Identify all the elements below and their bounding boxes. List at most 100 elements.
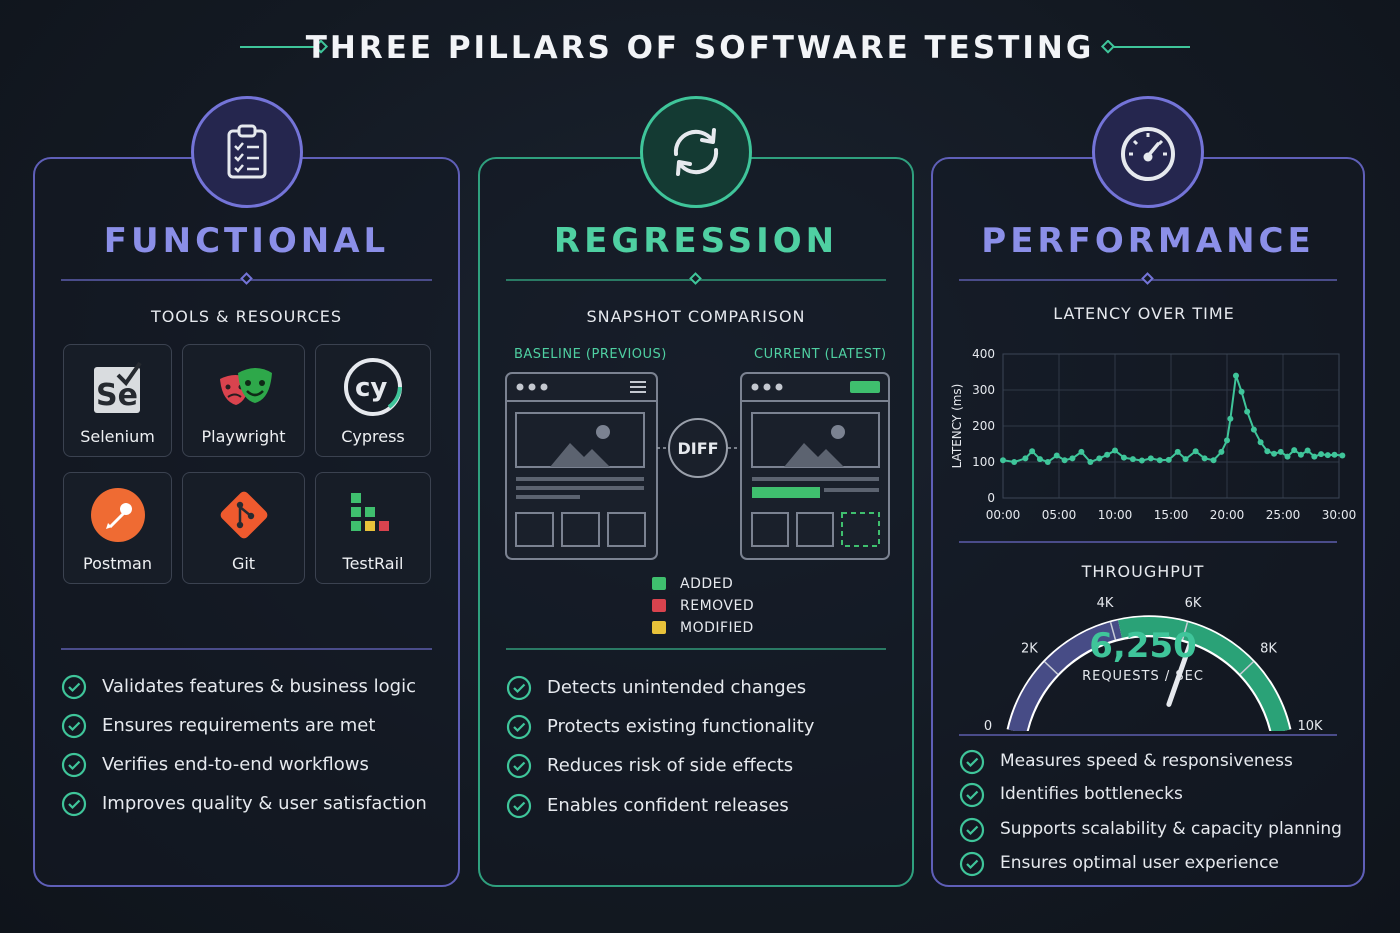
svg-text:Se: Se xyxy=(96,378,138,413)
tool-label: Git xyxy=(231,554,256,573)
gauge-tick xyxy=(1239,661,1254,675)
testrail-icon xyxy=(351,493,389,531)
data-point xyxy=(1069,455,1076,462)
refresh-cycle-icon xyxy=(640,96,752,208)
data-point xyxy=(1000,457,1006,464)
current-window xyxy=(740,372,890,560)
baseline-label: BASELINE (PREVIOUS) xyxy=(514,347,667,362)
tool-card-git[interactable]: Git xyxy=(182,472,305,584)
snapshot-subhead: SNAPSHOT COMPARISON xyxy=(586,307,806,326)
data-point xyxy=(1061,457,1068,464)
y-tick-label: 100 xyxy=(972,455,995,469)
data-point xyxy=(1291,447,1298,454)
regression-title: REGRESSION xyxy=(553,221,839,261)
data-point xyxy=(1250,426,1257,433)
check-circle-icon xyxy=(959,749,985,775)
data-point xyxy=(1311,453,1318,460)
y-tick-label: 300 xyxy=(972,383,995,397)
data-point xyxy=(1112,447,1118,454)
functional-title: FUNCTIONAL xyxy=(103,221,390,261)
gauge-tick-label: 10K xyxy=(1297,719,1323,731)
performance-title: PERFORMANCE xyxy=(981,221,1315,261)
data-point xyxy=(1120,454,1127,461)
tool-label: Postman xyxy=(82,554,152,573)
check-circle-icon xyxy=(506,793,532,819)
data-point xyxy=(1257,439,1264,446)
y-tick-label: 0 xyxy=(987,491,995,505)
x-tick-label: 25:00 xyxy=(1266,508,1301,522)
data-point xyxy=(1201,455,1208,462)
svg-text:cy: cy xyxy=(355,373,387,403)
gauge-tick-label: 4K xyxy=(1097,596,1114,611)
data-point xyxy=(1165,456,1172,463)
tool-card-selenium[interactable]: Se Selenium xyxy=(63,344,172,457)
gauge-needle xyxy=(1166,642,1193,707)
data-point xyxy=(1011,459,1018,465)
tool-card-testrail[interactable]: TestRail xyxy=(315,472,431,584)
data-point xyxy=(1104,451,1111,458)
tool-card-playwright[interactable]: Playwright xyxy=(182,344,305,457)
page-title: THREE PILLARS OF SOFTWARE TESTING xyxy=(305,30,1095,66)
data-point xyxy=(1174,448,1181,455)
gauge-tick xyxy=(1181,622,1189,640)
gauge-track-high xyxy=(1118,616,1290,731)
performance-panel: PERFORMANCE LATENCY OVER TIME 00:00 05:00 1… xyxy=(931,96,1365,887)
data-point xyxy=(1156,457,1163,464)
title-ornament-left xyxy=(240,40,329,54)
check-circle-icon xyxy=(959,817,985,843)
regression-panel: REGRESSION SNAPSHOT COMPARISON BASELINE … xyxy=(478,96,914,887)
title-ornament-right xyxy=(1100,40,1190,54)
x-tick-label: 10:00 xyxy=(1098,508,1133,522)
data-point xyxy=(1284,453,1291,460)
tool-label: Playwright xyxy=(201,427,286,446)
divider xyxy=(506,272,886,285)
selenium-icon: Se xyxy=(93,361,142,413)
divider xyxy=(61,648,432,650)
data-point xyxy=(1297,451,1304,458)
tool-card-cypress[interactable]: cy Cypress xyxy=(315,344,431,457)
gauge-tick xyxy=(1109,622,1117,640)
data-point xyxy=(1324,452,1331,459)
gauge-tick-label: 8K xyxy=(1260,641,1277,656)
check-circle-icon xyxy=(61,752,87,778)
data-point xyxy=(1238,388,1245,395)
x-tick-label: 30:00 xyxy=(1322,508,1357,522)
menu-icon xyxy=(630,381,646,393)
tool-label: TestRail xyxy=(342,554,404,573)
gauge-tick-label: 0 xyxy=(984,719,992,731)
git-icon xyxy=(220,491,267,539)
divider xyxy=(959,541,1337,543)
data-point xyxy=(1138,457,1145,464)
data-point xyxy=(1277,448,1284,455)
data-point xyxy=(1182,456,1189,463)
check-circle-icon xyxy=(61,713,87,739)
gauge-tick-label: 2K xyxy=(1021,641,1038,656)
check-circle-icon xyxy=(61,674,87,700)
diff-badge: DIFF xyxy=(668,418,728,478)
data-point xyxy=(1029,448,1036,455)
snapshot-comparison-diagram: DIFF xyxy=(505,372,890,560)
postman-icon xyxy=(90,488,145,542)
cypress-icon: cy xyxy=(344,358,402,416)
gauge-value: 6,250 xyxy=(1089,626,1197,666)
data-point xyxy=(1264,448,1271,455)
check-circle-icon xyxy=(959,782,985,808)
data-point xyxy=(1271,450,1278,457)
playwright-icon xyxy=(219,368,272,405)
check-circle-icon xyxy=(506,753,532,779)
data-point xyxy=(1147,455,1154,462)
gauge-tick-label: 6K xyxy=(1185,596,1202,611)
x-tick-label: 15:00 xyxy=(1154,508,1189,522)
check-circle-icon xyxy=(506,675,532,701)
check-circle-icon xyxy=(506,714,532,740)
data-point xyxy=(1096,455,1103,462)
tools-subhead: TOOLS & RESOURCES xyxy=(150,307,343,326)
data-point xyxy=(1232,372,1239,379)
gauge-unit: REQUESTS / SEC xyxy=(1082,669,1204,684)
data-point xyxy=(1129,456,1136,463)
divider xyxy=(506,648,886,650)
tool-label: Selenium xyxy=(80,427,155,446)
tool-card-postman[interactable]: Postman xyxy=(63,472,172,584)
y-tick-label: 400 xyxy=(972,347,995,361)
data-point xyxy=(1224,437,1230,444)
